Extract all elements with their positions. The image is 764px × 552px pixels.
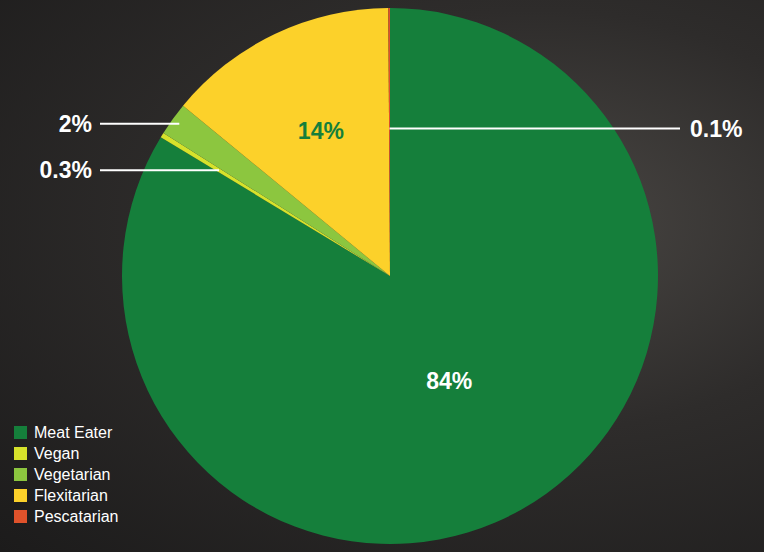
legend-label: Flexitarian <box>34 487 108 504</box>
legend-swatch <box>14 447 27 460</box>
data-label: 84% <box>426 368 472 394</box>
legend-swatch <box>14 510 27 523</box>
pie-slice <box>388 8 390 276</box>
leader-line <box>100 123 179 125</box>
legend-swatch <box>14 426 27 439</box>
legend-swatch <box>14 468 27 481</box>
labels: 84% 0.3% 2% 14% 0.1% <box>40 111 743 394</box>
legend-label: Meat Eater <box>34 424 113 441</box>
pie-slice <box>122 8 658 544</box>
legend-label: Pescatarian <box>34 508 119 525</box>
chart: 84% 0.3% 2% 14% 0.1% Meat Eater Vegan Vegetaria… <box>0 0 764 552</box>
legend-label: Vegan <box>34 445 79 462</box>
data-label: 0.1% <box>690 116 742 142</box>
legend-label: Vegetarian <box>34 466 111 483</box>
slices <box>122 8 658 544</box>
legend: Meat Eater Vegan Vegetarian Flexitarian Pesc… <box>14 424 119 525</box>
leader-line <box>100 169 219 171</box>
data-label: 14% <box>298 118 344 144</box>
pie-slice <box>183 8 390 276</box>
data-label: 2% <box>59 111 92 137</box>
leader-line <box>390 128 680 130</box>
legend-swatch <box>14 489 27 502</box>
data-label: 0.3% <box>40 157 92 183</box>
